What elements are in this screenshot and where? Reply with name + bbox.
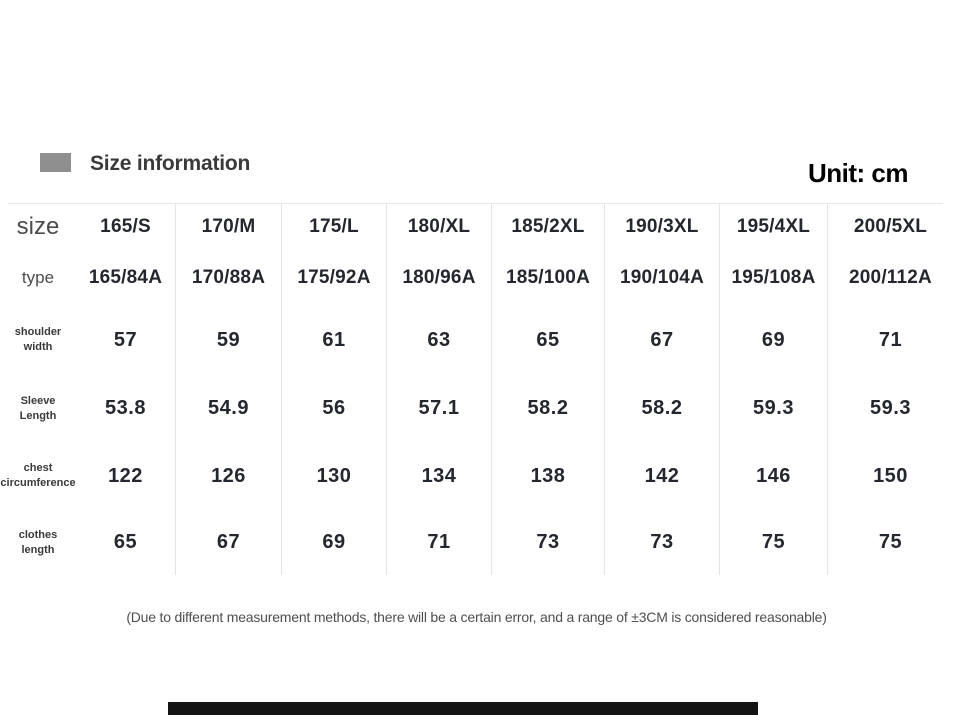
size-column-header: 180/XL bbox=[386, 203, 491, 250]
sleeve-length-cell: 53.8 bbox=[105, 397, 146, 419]
type-cell: 170/88A bbox=[175, 250, 281, 305]
shoulder-width-cell: 57 bbox=[113, 328, 138, 351]
clothes-length-cell: 73 bbox=[604, 510, 719, 575]
size-column-header: 195/4XL bbox=[719, 203, 827, 250]
sleeve-length-cell: 57.1 bbox=[386, 375, 491, 442]
type-cell: 165/84A bbox=[88, 266, 163, 288]
size-column-header: 175/L bbox=[281, 203, 386, 250]
sleeve-length-cell: 54.9 bbox=[175, 375, 281, 442]
row-label-clothes-length: clothes length bbox=[18, 528, 58, 556]
chest-circumference-cell: 130 bbox=[281, 442, 386, 510]
chest-circumference-cell: 142 bbox=[604, 442, 719, 510]
shoulder-width-cell: 61 bbox=[281, 305, 386, 375]
row-label-sleeve-length: Sleeve Length bbox=[19, 394, 57, 422]
shoulder-width-cell: 65 bbox=[491, 305, 604, 375]
size-column-header: 170/M bbox=[175, 203, 281, 250]
type-cell: 190/104A bbox=[604, 250, 719, 305]
clothes-length-cell: 75 bbox=[827, 510, 953, 575]
size-table: size 165/S 170/M 175/L 180/XL 185/2XL 19… bbox=[0, 203, 953, 575]
type-cell: 180/96A bbox=[386, 250, 491, 305]
shoulder-width-cell: 59 bbox=[175, 305, 281, 375]
clothes-length-cell: 71 bbox=[386, 510, 491, 575]
sleeve-length-cell: 59.3 bbox=[719, 375, 827, 442]
row-label-type: type bbox=[21, 267, 55, 287]
clothes-length-cell: 67 bbox=[175, 510, 281, 575]
shoulder-width-cell: 71 bbox=[827, 305, 953, 375]
chest-circumference-cell: 134 bbox=[386, 442, 491, 510]
section-title-swatch-icon bbox=[40, 153, 71, 172]
row-label-shoulder-width: shoulder width bbox=[14, 326, 62, 353]
sleeve-length-cell: 58.2 bbox=[604, 375, 719, 442]
size-column-header: 185/2XL bbox=[491, 203, 604, 250]
type-cell: 185/100A bbox=[491, 250, 604, 305]
unit-label: Unit: cm bbox=[808, 158, 909, 188]
row-label-chest-circumference: chest circumference bbox=[0, 462, 76, 489]
clothes-length-cell: 73 bbox=[491, 510, 604, 575]
chest-circumference-cell: 150 bbox=[827, 442, 953, 510]
sleeve-length-cell: 56 bbox=[281, 375, 386, 442]
clothes-length-cell: 75 bbox=[719, 510, 827, 575]
section-title: Size information bbox=[90, 152, 251, 175]
shoulder-width-cell: 69 bbox=[719, 305, 827, 375]
chest-circumference-cell: 122 bbox=[108, 464, 143, 487]
clothes-length-cell: 69 bbox=[281, 510, 386, 575]
measurement-disclaimer: (Due to different measurement methods, t… bbox=[126, 609, 827, 625]
type-cell: 195/108A bbox=[719, 250, 827, 305]
chest-circumference-cell: 138 bbox=[491, 442, 604, 510]
sleeve-length-cell: 59.3 bbox=[827, 375, 953, 442]
type-cell: 200/112A bbox=[827, 250, 953, 305]
shoulder-width-cell: 63 bbox=[386, 305, 491, 375]
size-column-header: 165/S bbox=[100, 215, 151, 237]
next-section-preview-bar bbox=[168, 702, 758, 715]
row-label-size: size bbox=[16, 212, 60, 240]
size-column-header: 200/5XL bbox=[827, 203, 953, 250]
size-column-header: 190/3XL bbox=[604, 203, 719, 250]
chest-circumference-cell: 126 bbox=[175, 442, 281, 510]
shoulder-width-cell: 67 bbox=[604, 305, 719, 375]
type-cell: 175/92A bbox=[281, 250, 386, 305]
clothes-length-cell: 65 bbox=[113, 531, 138, 553]
chest-circumference-cell: 146 bbox=[719, 442, 827, 510]
sleeve-length-cell: 58.2 bbox=[491, 375, 604, 442]
